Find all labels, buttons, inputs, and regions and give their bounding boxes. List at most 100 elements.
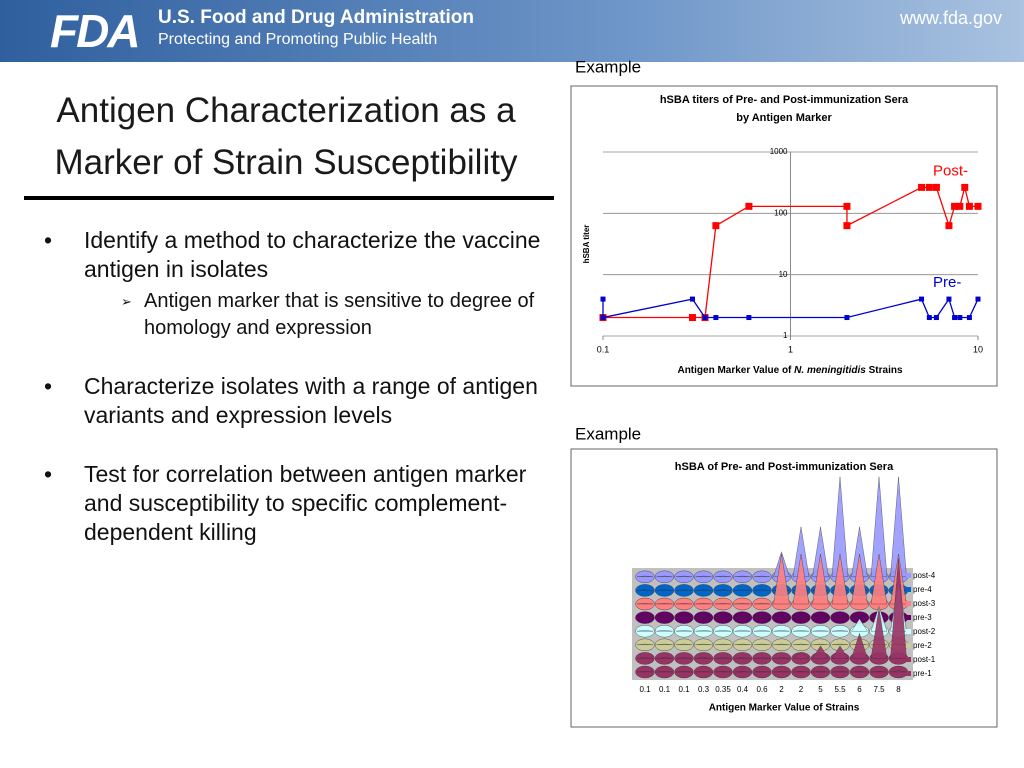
- cone: [656, 671, 673, 673]
- marker: [702, 315, 708, 321]
- x-tick-label: 0.1: [639, 685, 651, 694]
- series-line: [603, 186, 978, 319]
- x-tick-label: 2: [799, 685, 804, 694]
- cone: [656, 575, 673, 577]
- x-tick-label: 0.1: [659, 685, 671, 694]
- url: www.fda.gov: [899, 8, 1002, 28]
- legend-label: post-2: [913, 627, 936, 636]
- cone: [734, 657, 751, 659]
- cone: [636, 575, 654, 577]
- x-tick-label: 0.35: [715, 685, 731, 694]
- marker: [946, 296, 952, 302]
- x-tick-label: 6: [857, 685, 862, 694]
- legend-swatch: [906, 657, 911, 662]
- bullets: Identify a method to characterize the va…: [44, 226, 554, 577]
- marker: [966, 315, 972, 321]
- bullet: Characterize isolates with a range of an…: [44, 372, 554, 430]
- cone: [773, 671, 790, 673]
- cone: [831, 643, 849, 645]
- cone: [792, 671, 810, 673]
- legend-swatch: [906, 587, 911, 592]
- cone: [675, 643, 693, 645]
- x-tick-label: 8: [896, 685, 901, 694]
- cone: [656, 657, 673, 659]
- legend-swatch: [906, 671, 911, 676]
- cone: [831, 645, 849, 659]
- cone: [851, 618, 868, 632]
- marker: [843, 222, 851, 230]
- x-tick-label: 5.5: [834, 685, 846, 694]
- cone: [792, 553, 810, 605]
- marker: [713, 315, 719, 321]
- cone: [753, 643, 771, 645]
- x-tick-label: 0.4: [737, 685, 749, 694]
- cone: [812, 671, 829, 673]
- x-axis-label-part: N. meningitidis: [794, 365, 866, 376]
- cone: [734, 616, 751, 618]
- caption: Example: [575, 57, 641, 76]
- legend-swatch: [906, 629, 911, 634]
- cone: [753, 575, 771, 577]
- marker: [974, 202, 982, 210]
- legend-label: post-1: [913, 655, 936, 664]
- cone: [753, 616, 771, 618]
- marker: [951, 202, 959, 210]
- cone: [636, 616, 654, 618]
- cone: [675, 671, 693, 673]
- cone: [870, 671, 888, 673]
- legend-label: pre-2: [913, 641, 932, 650]
- cone: [753, 589, 771, 591]
- cone: [792, 643, 810, 645]
- cone: [812, 553, 829, 605]
- marker: [965, 202, 973, 210]
- cone: [714, 671, 732, 673]
- y-tick-label: 1: [783, 331, 788, 340]
- cone: [695, 575, 712, 577]
- marker: [952, 315, 958, 321]
- marker: [933, 315, 939, 321]
- marker: [918, 183, 926, 191]
- cone: [656, 630, 673, 632]
- logo: FDA: [50, 5, 141, 57]
- x-tick-label: 1: [788, 344, 793, 354]
- cone: [695, 643, 712, 645]
- cone: [812, 630, 829, 632]
- floor: [632, 568, 913, 680]
- marker: [745, 202, 753, 210]
- tagline: Protecting and Promoting Public Health: [158, 31, 438, 48]
- legend-swatch: [906, 573, 911, 578]
- cone: [753, 603, 771, 605]
- bullet: Identify a method to characterize the va…: [44, 226, 554, 342]
- cone: [714, 603, 732, 605]
- x-axis-label-part: Antigen Marker Value of: [677, 365, 794, 376]
- marker: [926, 315, 932, 321]
- cone: [675, 630, 693, 632]
- cone: [734, 589, 751, 591]
- x-tick-label: 0.6: [756, 685, 768, 694]
- marker: [600, 296, 606, 302]
- series-label: Pre-: [933, 274, 961, 291]
- x-tick-label: 0.1: [678, 685, 690, 694]
- x-axis-label: Antigen Marker Value of N. meningitidis …: [677, 365, 902, 376]
- cone: [656, 643, 673, 645]
- x-tick-label: 2: [779, 685, 784, 694]
- legend-swatch: [906, 615, 911, 620]
- cone: [695, 589, 712, 591]
- cone: [714, 630, 732, 632]
- marker: [688, 314, 696, 322]
- cone: [753, 671, 771, 673]
- cone: [773, 616, 790, 618]
- cone: [753, 657, 771, 659]
- cone: [675, 603, 693, 605]
- cone: [636, 657, 654, 659]
- cone: [675, 575, 693, 577]
- cone: [851, 632, 868, 659]
- cone: [870, 553, 888, 605]
- marker: [945, 222, 953, 230]
- legend-label: pre-3: [913, 613, 932, 622]
- cone: [734, 643, 751, 645]
- cone: [636, 603, 654, 605]
- cone: [675, 657, 693, 659]
